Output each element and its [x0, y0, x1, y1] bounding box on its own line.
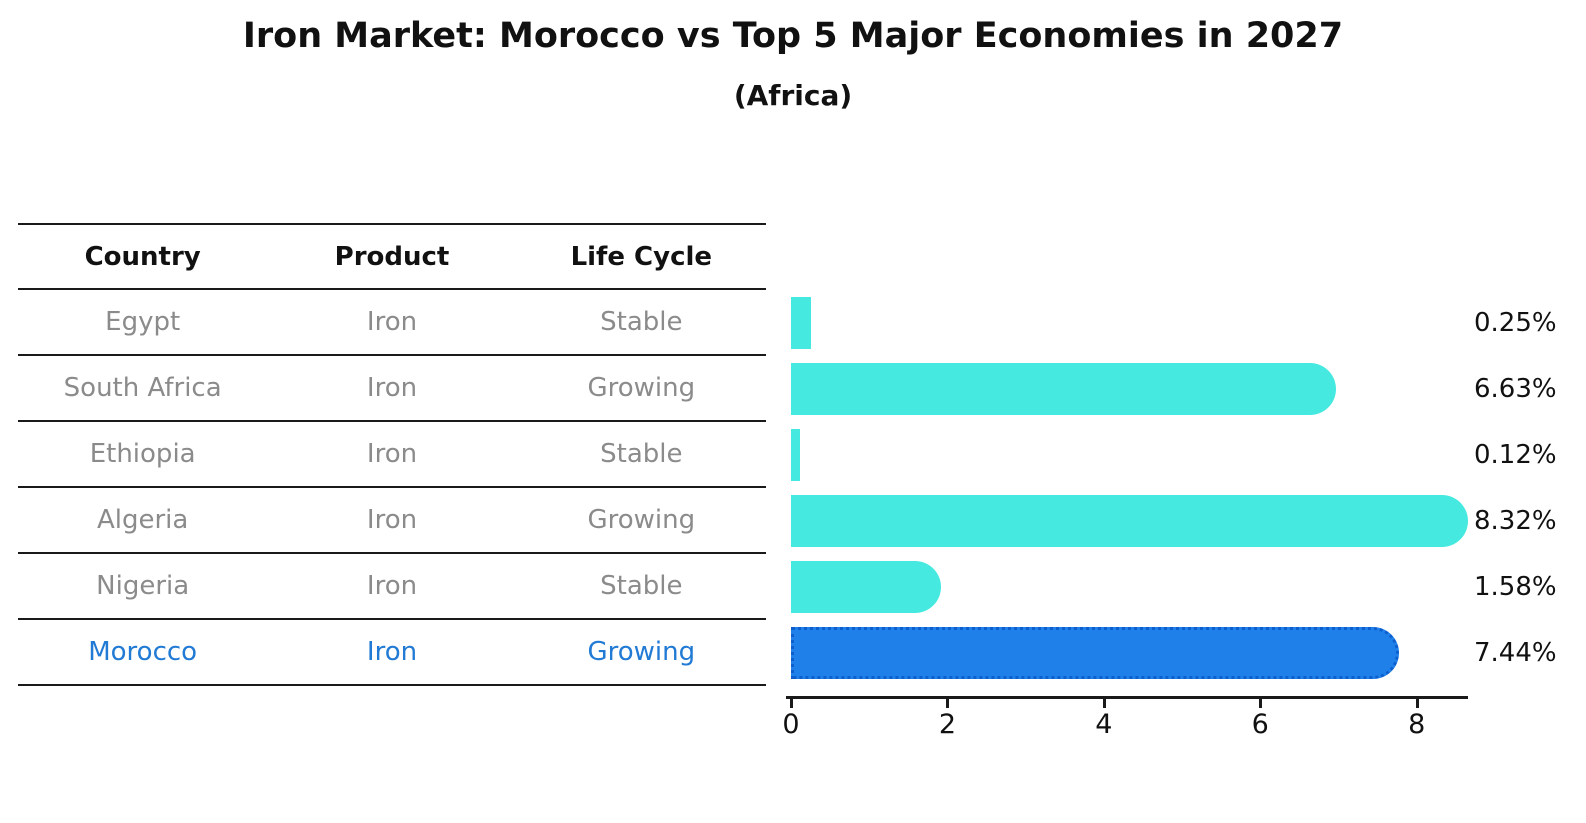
table-body: Egypt Iron Stable South Africa Iron Growing Et… — [18, 290, 766, 686]
table-row: Morocco Iron Growing — [18, 620, 766, 686]
chart-title: Iron Market: Morocco vs Top 5 Major Econ… — [242, 16, 1344, 56]
bar-algeria — [791, 495, 1468, 547]
bar-row — [791, 554, 1491, 620]
x-axis-line — [786, 696, 1468, 699]
bar-morocco — [791, 627, 1399, 679]
country-table: Country Product Life Cycle Egypt Iron Stab… — [18, 223, 766, 686]
bar-value-label: 1.58% — [1474, 572, 1557, 602]
table-cell-life-cycle: Stable — [600, 439, 683, 469]
chart-subtitle: (Africa) — [733, 79, 853, 112]
x-axis-tick-label: 2 — [938, 709, 957, 740]
table-cell-life-cycle: Growing — [587, 373, 696, 403]
bar-value-label: 0.12% — [1474, 440, 1557, 470]
table-cell-product: Iron — [366, 505, 418, 535]
table-cell-product: Iron — [366, 307, 418, 337]
table-row: Nigeria Iron Stable — [18, 554, 766, 620]
table-cell-country: South Africa — [63, 373, 222, 403]
table-header-product: Product — [334, 241, 450, 272]
x-axis-tick-label: 0 — [782, 709, 800, 740]
table-cell-life-cycle: Growing — [587, 637, 696, 667]
bar-row — [791, 620, 1491, 686]
x-axis-tick-label: 6 — [1251, 709, 1269, 740]
table-cell-country: Morocco — [88, 637, 198, 667]
table-cell-product: Iron — [366, 637, 418, 667]
bar-row — [791, 290, 1491, 356]
x-axis-tick — [1259, 699, 1263, 708]
bar-nigeria — [791, 561, 941, 613]
table-header-country: Country — [84, 241, 201, 272]
table-cell-product: Iron — [366, 571, 418, 601]
table-cell-product: Iron — [366, 373, 418, 403]
table-cell-country: Algeria — [96, 505, 189, 535]
table-row: Egypt Iron Stable — [18, 290, 766, 356]
bar-row — [791, 488, 1491, 554]
table-cell-country: Nigeria — [96, 571, 190, 601]
table-header-row: Country Product Life Cycle — [18, 223, 766, 290]
bar-value-label: 7.44% — [1474, 638, 1557, 668]
x-axis-tick — [790, 699, 793, 708]
table-header-life-cycle: Life Cycle — [570, 241, 713, 272]
table-row: Ethiopia Iron Stable — [18, 422, 766, 488]
table-cell-life-cycle: Stable — [600, 571, 683, 601]
table-cell-country: Egypt — [105, 307, 181, 337]
x-axis-tick — [946, 699, 950, 708]
x-axis-tick — [1415, 699, 1419, 708]
bar-ethiopia — [791, 429, 800, 481]
x-axis-tick-label: 4 — [1095, 709, 1113, 740]
bar-value-label: 8.32% — [1474, 506, 1557, 536]
table-cell-life-cycle: Stable — [600, 307, 683, 337]
table-cell-product: Iron — [366, 439, 418, 469]
table-cell-country: Ethiopia — [89, 439, 196, 469]
x-axis-tick-label: 8 — [1408, 709, 1426, 740]
bar-chart-area — [791, 290, 1491, 686]
bar-south-africa — [791, 363, 1336, 415]
bar-row — [791, 356, 1491, 422]
bar-value-label: 0.25% — [1474, 308, 1557, 338]
x-axis-tick — [1102, 699, 1106, 708]
bar-value-label: 6.63% — [1474, 374, 1557, 404]
table-row: Algeria Iron Growing — [18, 488, 766, 554]
bar-row — [791, 422, 1491, 488]
bar-egypt — [791, 297, 811, 349]
table-row: South Africa Iron Growing — [18, 356, 766, 422]
table-cell-life-cycle: Growing — [587, 505, 696, 535]
bar-value-labels: 0.25% 6.63% 0.12% 8.32% 1.58% 7.44% — [1474, 290, 1586, 686]
